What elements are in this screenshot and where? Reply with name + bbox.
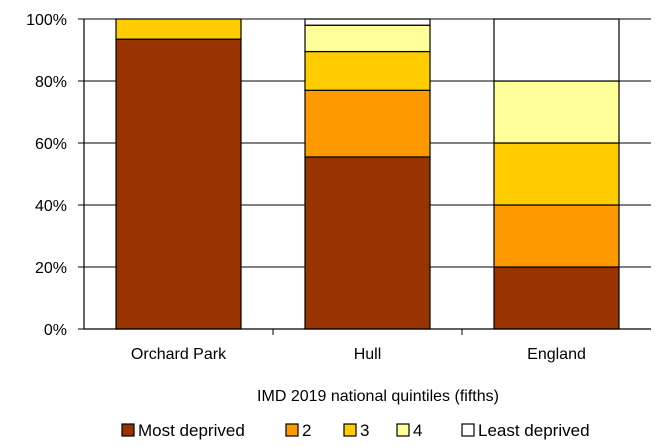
legend-label: 3 <box>360 421 369 440</box>
y-tick-labels: 0% 20% 40% 60% 80% 100% <box>26 12 67 339</box>
bar-segment <box>493 142 620 206</box>
legend-label: 2 <box>302 421 311 440</box>
x-tick-label: Hull <box>354 346 382 363</box>
legend-label: Most deprived <box>138 421 245 440</box>
bar-segment <box>115 18 242 40</box>
bar-segment <box>304 18 431 26</box>
bars <box>115 18 620 330</box>
bar-segment <box>493 18 620 82</box>
y-tick-label: 80% <box>35 74 67 91</box>
legend: Most deprived 2 3 4 Least deprived <box>121 421 590 440</box>
x-axis-title: IMD 2019 national quintiles (fifths) <box>257 388 499 405</box>
bar-segment <box>304 50 431 91</box>
bar-segment <box>304 89 431 158</box>
legend-label: Least deprived <box>478 421 590 440</box>
bar-segment <box>304 156 431 330</box>
legend-swatch <box>396 423 410 437</box>
legend-swatch <box>343 423 357 437</box>
legend-label: 4 <box>413 421 422 440</box>
bar-segment <box>493 266 620 330</box>
y-tick-label: 60% <box>35 136 67 153</box>
y-tick-label: 20% <box>35 260 67 277</box>
legend-swatch <box>461 423 475 437</box>
bar-segment <box>115 38 242 330</box>
y-tick-label: 0% <box>44 322 67 339</box>
legend-swatch <box>285 423 299 437</box>
y-tick-label: 40% <box>35 198 67 215</box>
legend-swatch <box>121 423 135 437</box>
bar-segment <box>493 204 620 268</box>
bar-segment <box>493 80 620 144</box>
x-tick-label: Orchard Park <box>131 346 227 363</box>
x-tick-labels: Orchard Park Hull England <box>131 346 586 363</box>
x-tick-label: England <box>527 346 586 363</box>
bar-segment <box>304 24 431 53</box>
y-tick-label: 100% <box>26 12 67 29</box>
axes <box>78 18 651 335</box>
